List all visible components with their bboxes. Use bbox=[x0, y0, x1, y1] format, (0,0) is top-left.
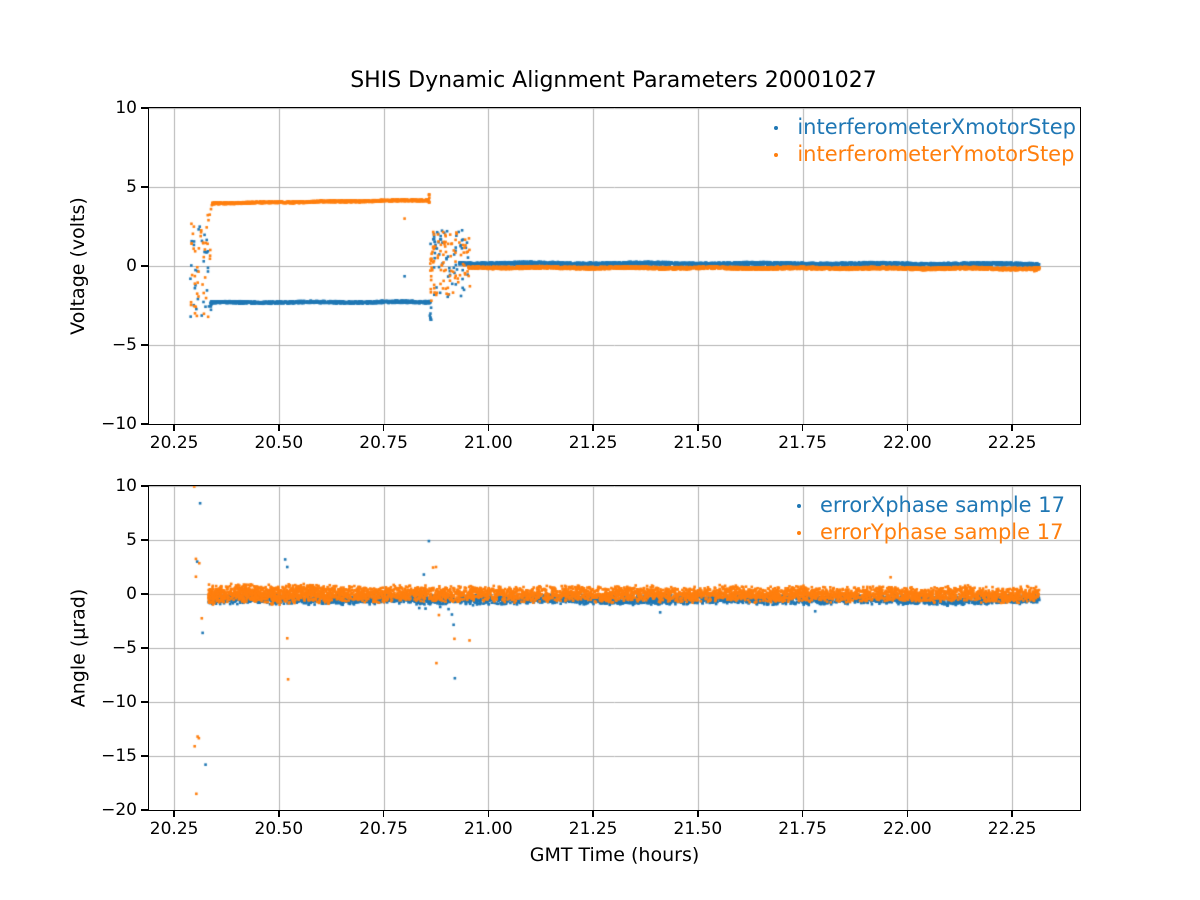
y-tick-label: 10 bbox=[115, 476, 137, 496]
x-tick-mark bbox=[592, 810, 594, 817]
x-tick-mark bbox=[1011, 810, 1013, 817]
y-tick-mark bbox=[140, 485, 148, 487]
legend-row-x-motor: interferometerXmotorStep bbox=[764, 114, 1076, 141]
x-tick-label: 22.00 bbox=[883, 433, 932, 453]
angle-legend: errorXphase sample 17 errorYphase sample… bbox=[787, 492, 1065, 546]
x-axis-label: GMT Time (hours) bbox=[529, 844, 700, 866]
y-tick-label: −20 bbox=[101, 800, 137, 820]
y-tick-mark bbox=[140, 755, 148, 757]
x-tick-label: 21.75 bbox=[778, 433, 827, 453]
x-tick-mark bbox=[278, 424, 280, 431]
x-tick-mark bbox=[906, 810, 909, 817]
y-tick-mark bbox=[140, 539, 148, 541]
voltage-legend: interferometerXmotorStep interferometerY… bbox=[764, 114, 1076, 168]
y-tick-label: −5 bbox=[111, 638, 137, 658]
x-tick-mark bbox=[382, 424, 385, 431]
x-tick-label: 21.75 bbox=[778, 819, 827, 839]
x-tick-mark bbox=[487, 810, 490, 817]
legend-row-y-motor: interferometerYmotorStep bbox=[764, 141, 1076, 168]
x-tick-label: 22.00 bbox=[883, 819, 932, 839]
x-motor-legend-label: interferometerXmotorStep bbox=[797, 115, 1076, 139]
x-tick-mark bbox=[278, 810, 280, 817]
x-tick-label: 22.25 bbox=[987, 433, 1037, 453]
y-tick-label: 5 bbox=[126, 177, 137, 197]
y-tick-label: −5 bbox=[111, 335, 137, 355]
x-tick-label: 20.25 bbox=[149, 819, 199, 839]
x-tick-label: 20.25 bbox=[149, 433, 199, 453]
legend-row-error-x: errorXphase sample 17 bbox=[787, 492, 1065, 519]
x-tick-label: 21.25 bbox=[568, 433, 618, 453]
error-y-legend-label: errorYphase sample 17 bbox=[819, 520, 1064, 544]
y-tick-label: 10 bbox=[115, 98, 137, 118]
y-tick-label: −10 bbox=[101, 414, 137, 434]
x-tick-label: 20.75 bbox=[359, 433, 408, 453]
legend-row-error-y: errorYphase sample 17 bbox=[787, 519, 1065, 546]
error-y-marker-icon bbox=[796, 530, 801, 535]
y-tick-mark bbox=[140, 186, 148, 188]
x-tick-mark bbox=[906, 424, 909, 431]
voltage-scatter-canvas bbox=[149, 108, 1080, 424]
error-x-legend-label: errorXphase sample 17 bbox=[819, 493, 1065, 517]
chart-title: SHIS Dynamic Alignment Parameters 200010… bbox=[350, 68, 877, 93]
y-tick-label: 5 bbox=[126, 530, 137, 550]
angle-plot-axes: Angle (μrad) errorXphase sample 17 error… bbox=[67, 476, 1081, 866]
x-motor-marker-icon bbox=[774, 125, 779, 130]
x-tick-label: 20.75 bbox=[359, 819, 408, 839]
x-tick-mark bbox=[592, 424, 594, 431]
y-tick-label: −15 bbox=[101, 746, 137, 766]
y-tick-mark bbox=[140, 107, 148, 109]
y-tick-mark bbox=[140, 344, 148, 346]
x-tick-label: 22.25 bbox=[987, 819, 1037, 839]
x-tick-label: 21.50 bbox=[673, 819, 723, 839]
x-tick-mark bbox=[697, 424, 699, 431]
y-tick-mark bbox=[140, 809, 148, 811]
x-tick-mark bbox=[801, 424, 804, 431]
x-tick-label: 21.00 bbox=[464, 819, 513, 839]
x-tick-mark bbox=[173, 810, 175, 817]
y-tick-label: 0 bbox=[126, 584, 137, 604]
x-tick-mark bbox=[697, 810, 699, 817]
error-x-marker-icon bbox=[796, 503, 801, 508]
x-tick-mark bbox=[1011, 424, 1013, 431]
y-motor-marker-icon bbox=[774, 152, 779, 157]
x-tick-label: 20.50 bbox=[254, 433, 304, 453]
x-tick-label: 21.50 bbox=[673, 433, 723, 453]
x-tick-label: 21.00 bbox=[464, 433, 513, 453]
y-tick-label: −10 bbox=[101, 692, 137, 712]
y-tick-mark bbox=[140, 423, 148, 425]
x-tick-mark bbox=[173, 424, 175, 431]
x-tick-mark bbox=[382, 810, 385, 817]
y-tick-mark bbox=[140, 265, 148, 267]
x-tick-label: 20.50 bbox=[254, 819, 304, 839]
x-tick-mark bbox=[487, 424, 490, 431]
x-tick-label: 21.25 bbox=[568, 819, 618, 839]
x-tick-mark bbox=[801, 810, 804, 817]
y-tick-mark bbox=[140, 593, 148, 595]
y-tick-label: 0 bbox=[126, 256, 137, 276]
y-motor-legend-label: interferometerYmotorStep bbox=[797, 142, 1075, 166]
voltage-plot-axes: Voltage (volts) interferometerXmotorStep… bbox=[67, 98, 1081, 453]
y-tick-mark bbox=[140, 701, 148, 703]
y-tick-mark bbox=[140, 647, 148, 649]
angle-scatter-canvas bbox=[149, 486, 1080, 810]
